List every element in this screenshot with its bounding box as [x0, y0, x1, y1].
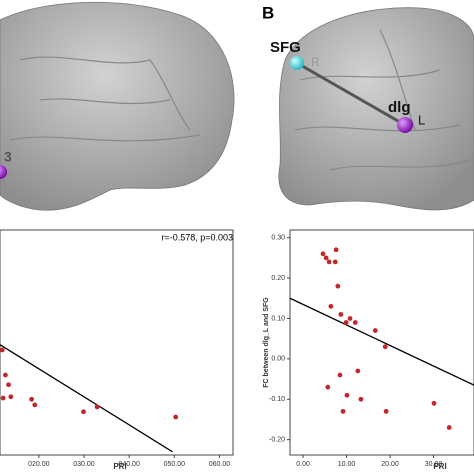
side-label: R: [311, 55, 320, 69]
point: [323, 255, 329, 261]
point: [358, 396, 364, 402]
x-tick-label: 020.00: [28, 461, 50, 468]
point: [446, 425, 452, 430]
y-tick-label: -0.20: [269, 436, 285, 443]
x-tick-label: 0.00: [296, 461, 310, 468]
side-label: L: [418, 112, 425, 127]
point: [340, 408, 346, 414]
point: [335, 283, 341, 289]
region-label: 3: [4, 149, 12, 165]
fit-line: [289, 297, 474, 386]
y-tick-label: 0.00: [271, 356, 285, 363]
y-tick-label: 0.20: [271, 275, 285, 282]
point: [355, 368, 361, 374]
panel-label: B: [262, 3, 274, 22]
point: [3, 372, 8, 378]
side-label: R: [12, 163, 21, 177]
point: [344, 392, 350, 398]
point: [347, 316, 353, 321]
point: [382, 344, 388, 350]
x-axis-label: PRI: [433, 462, 446, 471]
x-tick-label: 10.00: [338, 461, 356, 468]
point: [6, 382, 11, 388]
plot-frame: [289, 229, 474, 456]
x-tick-label: 30.00: [425, 461, 443, 468]
region-label: dlg: [388, 99, 411, 116]
point: [32, 402, 38, 408]
x-tick-label: 030.00: [73, 461, 95, 468]
point: [431, 400, 437, 406]
x-tick-label: 050.00: [164, 461, 186, 468]
point: [337, 372, 343, 378]
point: [326, 259, 332, 265]
point: [0, 347, 5, 353]
brain-right: B SFG R dlg L: [262, 3, 474, 211]
point: [320, 251, 326, 257]
y-tick-label: -0.10: [269, 396, 285, 403]
point: [352, 320, 358, 325]
point: [372, 328, 378, 333]
fit-line: [0, 344, 173, 453]
y-tick-label: 0.10: [271, 315, 285, 322]
point: [343, 320, 349, 325]
point: [94, 404, 100, 410]
brain-left: 3 R: [0, 1, 235, 211]
point: [0, 395, 6, 401]
y-tick-label: 0.30: [271, 235, 285, 242]
x-tick-label: 040.00: [118, 461, 140, 468]
point: [325, 384, 331, 390]
point: [8, 394, 14, 400]
point: [333, 247, 339, 253]
point: [173, 414, 179, 420]
annotation: r=-0.578, p=0.003: [161, 232, 233, 242]
plot-frame: [0, 229, 234, 456]
x-axis-label: PRI: [113, 462, 126, 471]
point: [81, 409, 86, 415]
point: [328, 303, 334, 309]
point: [332, 259, 338, 265]
region-label: SFG: [270, 39, 301, 56]
x-tick-label: 060.00: [209, 461, 231, 468]
point: [29, 396, 35, 402]
y-axis-label: FC between dlg_L and SFG: [263, 297, 270, 388]
point: [338, 312, 344, 317]
x-tick-label: 20.00: [381, 461, 399, 468]
point: [383, 408, 389, 414]
